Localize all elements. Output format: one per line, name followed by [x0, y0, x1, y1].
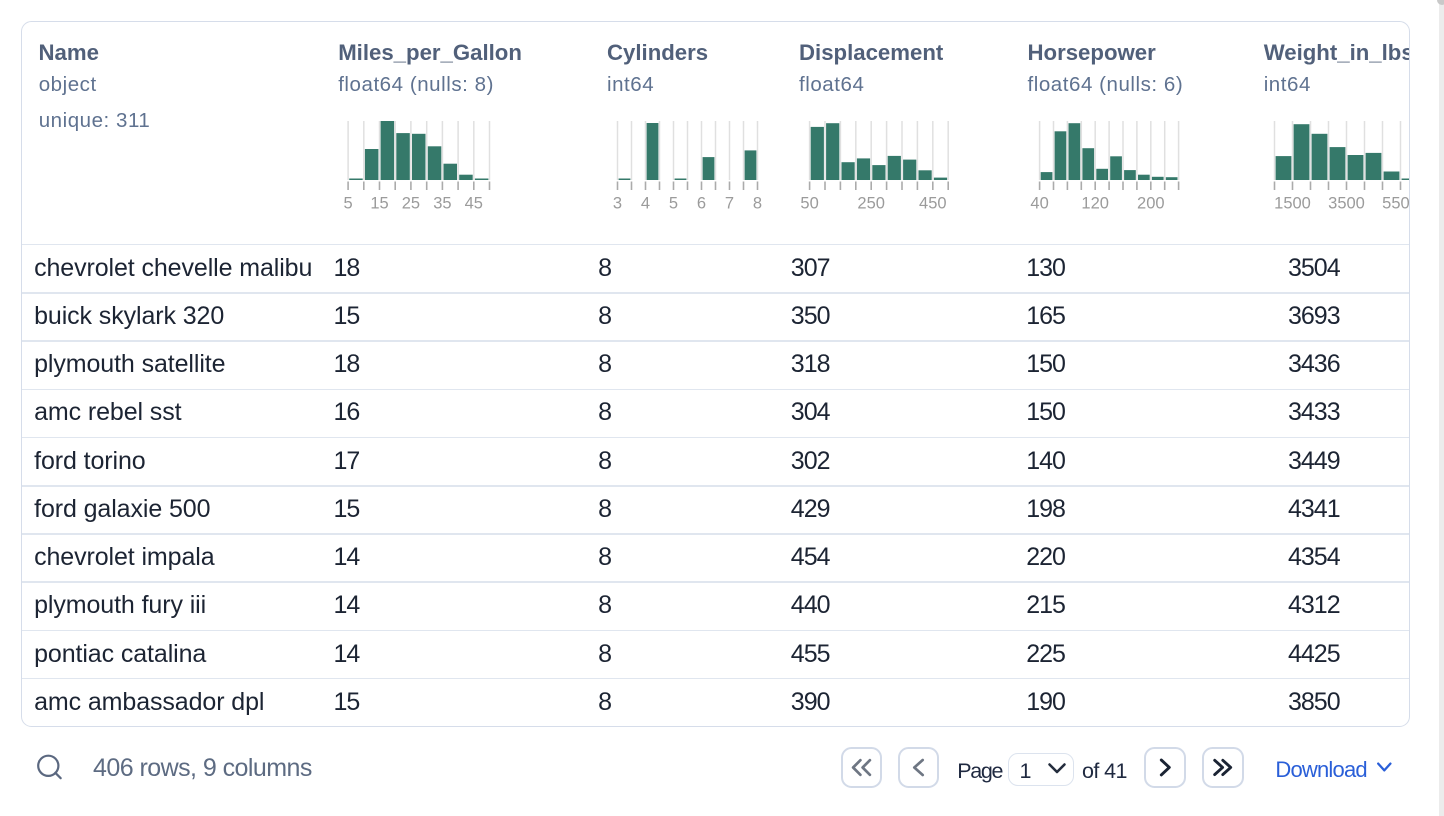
svg-text:6: 6: [696, 194, 705, 212]
svg-text:5: 5: [343, 194, 352, 212]
svg-text:50: 50: [800, 194, 818, 212]
svg-text:8: 8: [752, 194, 761, 212]
svg-text:45: 45: [464, 194, 482, 212]
svg-text:200: 200: [1137, 194, 1165, 212]
svg-text:35: 35: [433, 194, 451, 212]
svg-text:15: 15: [370, 194, 388, 212]
svg-text:250: 250: [857, 194, 885, 212]
svg-text:5500: 5500: [1382, 194, 1410, 212]
svg-text:25: 25: [401, 194, 419, 212]
svg-text:40: 40: [1030, 194, 1048, 212]
svg-text:3: 3: [612, 194, 621, 212]
svg-text:4: 4: [640, 194, 649, 212]
svg-text:1500: 1500: [1274, 194, 1311, 212]
svg-text:450: 450: [919, 194, 947, 212]
svg-text:120: 120: [1081, 194, 1109, 212]
svg-text:7: 7: [724, 194, 733, 212]
svg-text:5: 5: [668, 194, 677, 212]
svg-text:3500: 3500: [1328, 194, 1365, 212]
